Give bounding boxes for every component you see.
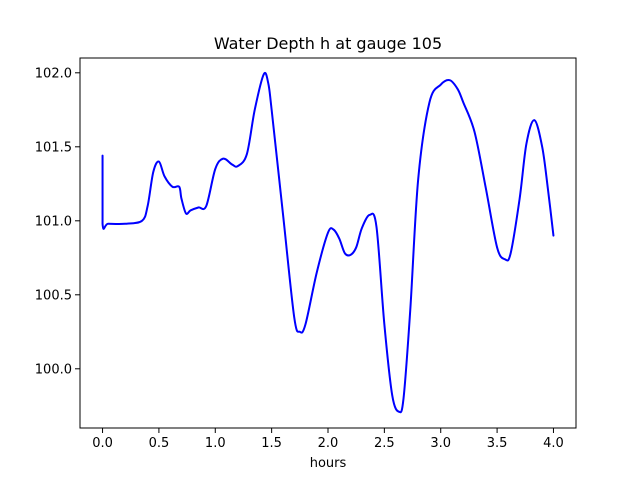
x-tick-label: 1.5 (261, 436, 282, 451)
x-tick-label: 3.5 (487, 436, 508, 451)
y-tick-label: 100.0 (35, 362, 72, 377)
x-tick-label: 0.0 (92, 436, 113, 451)
chart-title: Water Depth h at gauge 105 (214, 34, 442, 53)
y-axis: 100.0 100.5 101.0 101.5 102.0 (35, 66, 80, 377)
x-tick-label: 4.0 (543, 436, 564, 451)
y-tick-label: 100.5 (35, 288, 72, 303)
x-tick-label: 0.5 (149, 436, 170, 451)
x-tick-label: 2.5 (374, 436, 395, 451)
x-tick-label: 1.0 (205, 436, 226, 451)
x-axis: 0.0 0.5 1.0 1.5 2.0 2.5 3.0 3.5 4.0 (92, 428, 564, 451)
y-tick-label: 101.0 (35, 214, 72, 229)
x-tick-label: 2.0 (318, 436, 339, 451)
plot-area (101, 71, 555, 414)
series-line (101, 71, 555, 414)
y-tick-label: 102.0 (35, 66, 72, 81)
x-tick-label: 3.0 (430, 436, 451, 451)
x-axis-label: hours (310, 456, 347, 471)
y-tick-label: 101.5 (35, 140, 72, 155)
